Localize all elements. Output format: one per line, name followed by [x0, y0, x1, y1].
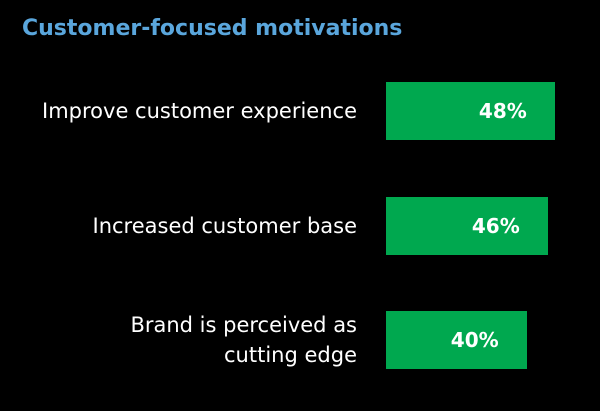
category-label: Brand is perceived as cutting edge: [130, 312, 357, 367]
category-label: Increased customer base: [92, 213, 358, 238]
chart-title: Customer-focused motivations: [22, 16, 403, 41]
bar: [386, 310, 527, 369]
category-label: Improve customer experience: [42, 99, 357, 123]
bar: [386, 196, 548, 255]
value-label: 40%: [450, 327, 499, 352]
bar: [386, 82, 555, 140]
value-label: 46%: [471, 213, 520, 238]
value-label: 48%: [478, 99, 527, 123]
